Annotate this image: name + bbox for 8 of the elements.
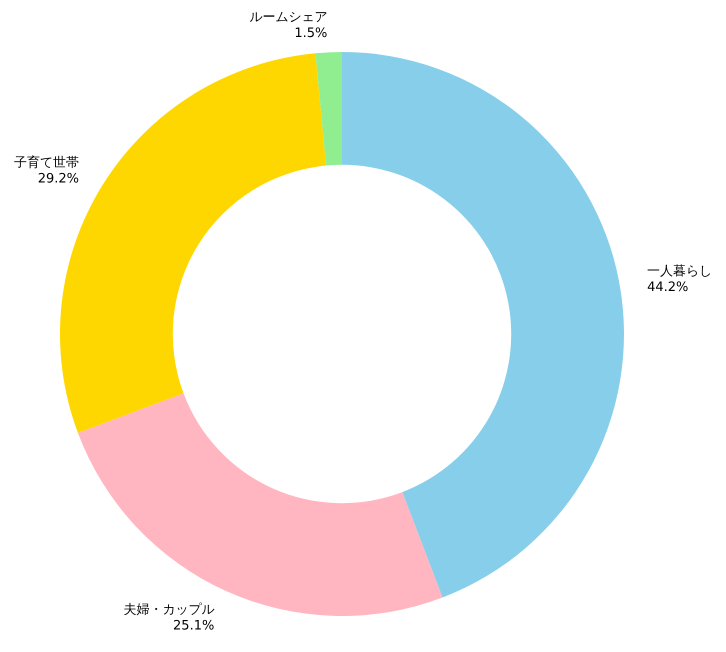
data-label: 1.5% bbox=[294, 26, 328, 42]
data-label: 25.1% bbox=[173, 618, 214, 634]
slice-label: ルームシェア bbox=[249, 10, 328, 26]
data-label: 29.2% bbox=[38, 171, 80, 186]
slice-label: 子育て世帯 bbox=[14, 154, 80, 170]
slice-label: 夫婦・カップル bbox=[123, 602, 214, 618]
slice-label: 一人暮らし bbox=[647, 264, 712, 279]
data-label: 44.2% bbox=[647, 280, 688, 295]
